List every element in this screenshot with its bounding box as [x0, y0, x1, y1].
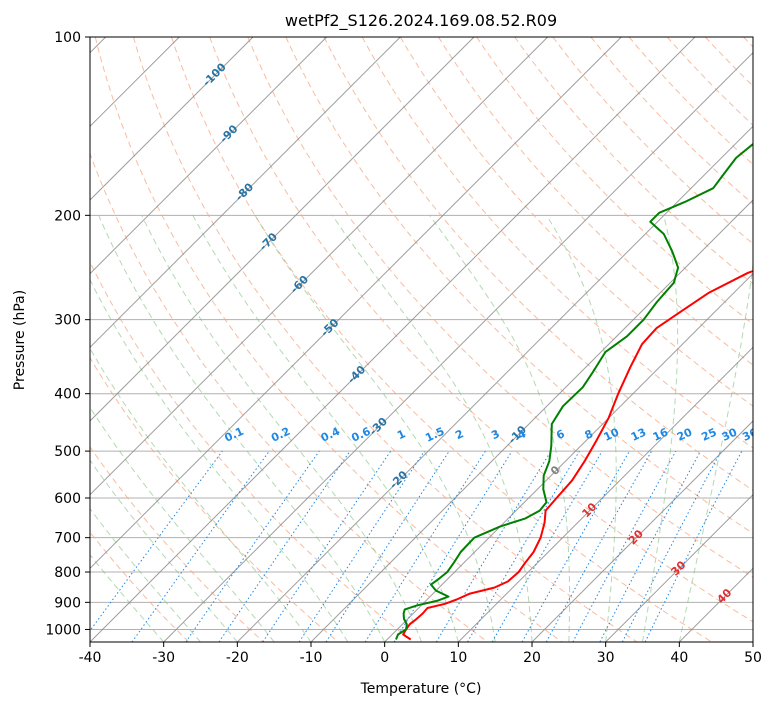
- x-tick-label: -20: [226, 650, 249, 666]
- y-tick-label: 700: [54, 531, 81, 547]
- y-tick-label: 1000: [45, 622, 81, 638]
- y-tick-label: 400: [54, 387, 81, 403]
- y-axis-label: Pressure (hPa): [12, 290, 28, 390]
- x-tick-label: 10: [449, 650, 467, 666]
- chart-title: wetPf2_S126.2024.169.08.52.R09: [285, 11, 557, 31]
- x-axis-label: Temperature (°C): [360, 681, 482, 697]
- y-tick-label: 500: [54, 444, 81, 460]
- y-tick-label: 300: [54, 313, 81, 329]
- y-tick-label: 800: [54, 565, 81, 581]
- x-tick-label: -10: [300, 650, 323, 666]
- x-tick-label: 0: [380, 650, 389, 666]
- x-tick-label: -30: [152, 650, 175, 666]
- x-tick-label: -40: [79, 650, 102, 666]
- y-tick-label: 200: [54, 208, 81, 224]
- x-tick-label: 20: [523, 650, 541, 666]
- x-tick-label: 40: [670, 650, 688, 666]
- y-tick-label: 600: [54, 491, 81, 507]
- x-tick-label: 30: [597, 650, 615, 666]
- y-tick-label: 100: [54, 30, 81, 46]
- y-tick-label: 900: [54, 595, 81, 611]
- x-tick-label: 50: [744, 650, 762, 666]
